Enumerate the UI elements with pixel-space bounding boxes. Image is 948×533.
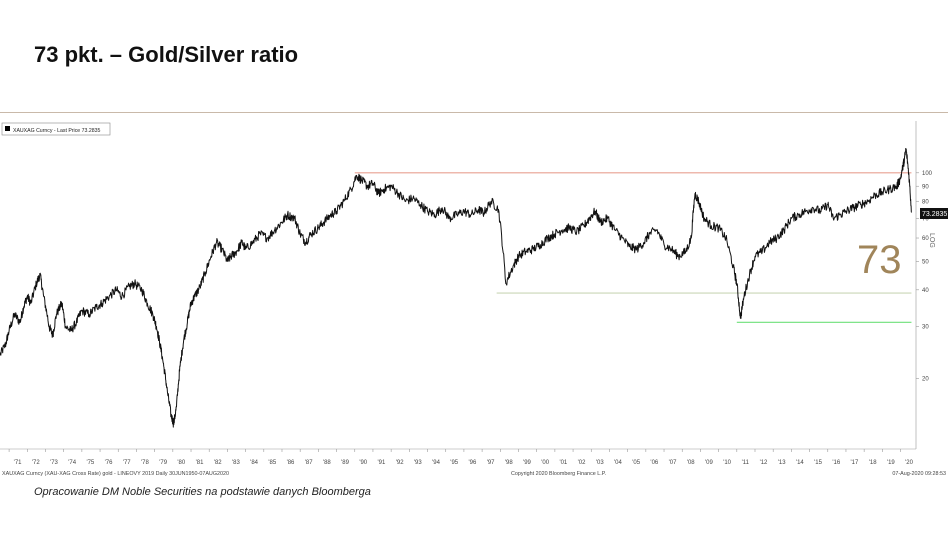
x-tick-label: '75 bbox=[86, 460, 94, 466]
x-tick-label: '08 bbox=[687, 460, 695, 466]
x-tick-label: '12 bbox=[760, 460, 768, 466]
x-tick-label: '90 bbox=[359, 460, 367, 466]
x-tick-label: '07 bbox=[669, 460, 677, 466]
legend: XAUXAG Curncy - Last Price 73.2835 bbox=[1, 122, 111, 136]
x-tick-label: '77 bbox=[123, 460, 131, 466]
x-tick-label: '03 bbox=[596, 460, 604, 466]
x-axis: '71 '72 '73 '74 '75 '76 '77 '78 '79 '80 '81 '82 '83 '… bbox=[0, 448, 916, 466]
slide-title: 73 pkt. – Gold/Silver ratio bbox=[34, 42, 299, 67]
x-tick-label: '01 bbox=[559, 460, 567, 466]
gold-silver-ratio-chart: XAUXAG Curncy - Last Price 73.2835 20 30 4… bbox=[0, 121, 948, 477]
title-divider bbox=[0, 112, 948, 113]
x-tick-label: '87 bbox=[305, 460, 313, 466]
x-tick-label: '09 bbox=[705, 460, 713, 466]
x-tick-label: '96 bbox=[468, 460, 476, 466]
last-price-box bbox=[920, 208, 948, 219]
x-tick-label: '84 bbox=[250, 460, 258, 466]
x-tick-label: '10 bbox=[723, 460, 731, 466]
x-tick-label: '13 bbox=[778, 460, 786, 466]
x-tick-label: '74 bbox=[68, 460, 76, 466]
x-tick-label: '95 bbox=[450, 460, 458, 466]
y-tick-label: 30 bbox=[922, 325, 929, 331]
x-tick-label: '80 bbox=[177, 460, 185, 466]
legend-text: XAUXAG Curncy - Last Price 73.2835 bbox=[13, 128, 100, 134]
x-tick-label: '85 bbox=[268, 460, 276, 466]
x-tick-label: '76 bbox=[105, 460, 113, 466]
y-axis: 20 30 40 50 60 70 80 90 100 bbox=[915, 121, 933, 449]
y-tick-label: 50 bbox=[922, 260, 929, 266]
y-tick-label: 80 bbox=[922, 199, 929, 205]
x-tick-label: '86 bbox=[287, 460, 295, 466]
x-tick-label: '98 bbox=[505, 460, 513, 466]
reference-lines bbox=[354, 172, 912, 323]
x-tick-label: '06 bbox=[650, 460, 658, 466]
x-tick-label: '11 bbox=[742, 460, 750, 466]
x-tick-label: '91 bbox=[378, 460, 386, 466]
series-line bbox=[0, 148, 912, 428]
y-tick-label: 90 bbox=[922, 184, 929, 190]
x-tick-label: '17 bbox=[851, 460, 859, 466]
x-tick-label: '16 bbox=[832, 460, 840, 466]
footer-center: Copyright 2020 Bloomberg Finance L.P. bbox=[511, 471, 606, 477]
footer-right: 07-Aug-2020 09:28:53 bbox=[892, 471, 946, 477]
x-tick-label: '99 bbox=[523, 460, 531, 466]
y-tick-label: 100 bbox=[922, 171, 933, 177]
x-tick-label: '97 bbox=[487, 460, 495, 466]
x-tick-label: '00 bbox=[541, 460, 549, 466]
x-tick-label: '20 bbox=[905, 460, 913, 466]
legend-swatch bbox=[5, 126, 10, 131]
x-tick-label: '89 bbox=[341, 460, 349, 466]
x-tick-label: '15 bbox=[814, 460, 822, 466]
x-tick-label: '93 bbox=[414, 460, 422, 466]
x-tick-label: '78 bbox=[141, 460, 149, 466]
x-tick-label: '19 bbox=[887, 460, 895, 466]
footer-left: XAUXAG Curncy (XAU-XAG Cross Rate) gold … bbox=[2, 471, 229, 477]
x-tick-label: '79 bbox=[159, 460, 167, 466]
x-tick-label: '92 bbox=[396, 460, 404, 466]
series-layer bbox=[0, 148, 912, 428]
last-price-label: 73.2835 bbox=[922, 211, 947, 218]
x-tick-label: '05 bbox=[632, 460, 640, 466]
y-tick-label: 60 bbox=[922, 236, 929, 242]
x-tick-label: '04 bbox=[614, 460, 622, 466]
x-tick-label: '82 bbox=[214, 460, 222, 466]
log-scale-label: LOG bbox=[928, 233, 935, 248]
x-tick-label: '02 bbox=[578, 460, 586, 466]
x-tick-label: '71 bbox=[14, 460, 22, 466]
x-tick-label: '81 bbox=[196, 460, 204, 466]
y-tick-label: 20 bbox=[922, 377, 929, 383]
x-tick-label: '94 bbox=[432, 460, 440, 466]
big-annotation: 73 bbox=[857, 238, 902, 282]
x-tick-label: '83 bbox=[232, 460, 240, 466]
x-tick-label: '14 bbox=[796, 460, 804, 466]
y-tick-label: 70 bbox=[922, 217, 929, 223]
x-tick-label: '18 bbox=[869, 460, 877, 466]
source-note: Opracowanie DM Noble Securities na podst… bbox=[34, 486, 371, 498]
legend-box bbox=[1, 122, 111, 136]
y-tick-label: 40 bbox=[922, 288, 929, 294]
x-tick-label: '88 bbox=[323, 460, 331, 466]
last-price-tag: 73.2835 bbox=[920, 208, 948, 219]
x-tick-label: '73 bbox=[50, 460, 58, 466]
x-tick-label: '72 bbox=[32, 460, 40, 466]
